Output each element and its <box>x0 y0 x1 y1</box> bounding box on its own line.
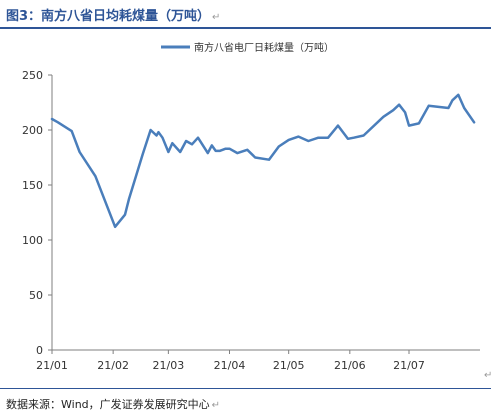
y-tick-label: 200 <box>22 124 43 137</box>
return-mark-icon: ↵ <box>484 370 493 381</box>
figure-title-text: 图3：南方八省日均耗煤量（万吨） <box>6 9 211 24</box>
x-tick-label: 21/06 <box>334 359 366 372</box>
figure-title-bar: 图3：南方八省日均耗煤量（万吨） ↵ <box>0 0 491 29</box>
line-chart: 南方八省电厂日耗煤量（万吨） 0 50 100 150 200 250 21/01 21/02… <box>22 41 480 372</box>
x-tick-label: 21/07 <box>393 359 425 372</box>
y-tick-label: 250 <box>22 69 43 82</box>
chart-legend: 南方八省电厂日耗煤量（万吨） <box>161 41 334 54</box>
figure-title: 图3：南方八省日均耗煤量（万吨） ↵ <box>6 5 220 24</box>
y-tick-label: 150 <box>22 179 43 192</box>
x-tick-label: 21/05 <box>273 359 305 372</box>
chart-series <box>50 93 476 229</box>
y-tick-label: 0 <box>36 344 43 357</box>
x-tick-label: 21/01 <box>36 359 68 372</box>
source-note: 数据来源：Wind，广发证券发展研究中心 ↵ <box>6 396 220 412</box>
footer-divider <box>0 388 491 389</box>
source-note-text: 数据来源：Wind，广发证券发展研究中心 <box>6 398 210 411</box>
legend-label: 南方八省电厂日耗煤量（万吨） <box>194 41 334 54</box>
return-mark-icon: ↵ <box>211 400 221 411</box>
return-mark-icon: ↵ <box>212 12 221 23</box>
x-tick-label: 21/02 <box>97 359 129 372</box>
y-tick-label: 100 <box>22 234 43 247</box>
chart-axes: 0 50 100 150 200 250 21/01 21/02 21/03 21/04 21/05… <box>22 69 480 372</box>
y-tick-label: 50 <box>29 289 43 302</box>
x-tick-label: 21/03 <box>153 359 185 372</box>
x-tick-label: 21/04 <box>214 359 246 372</box>
series-line <box>50 93 476 229</box>
